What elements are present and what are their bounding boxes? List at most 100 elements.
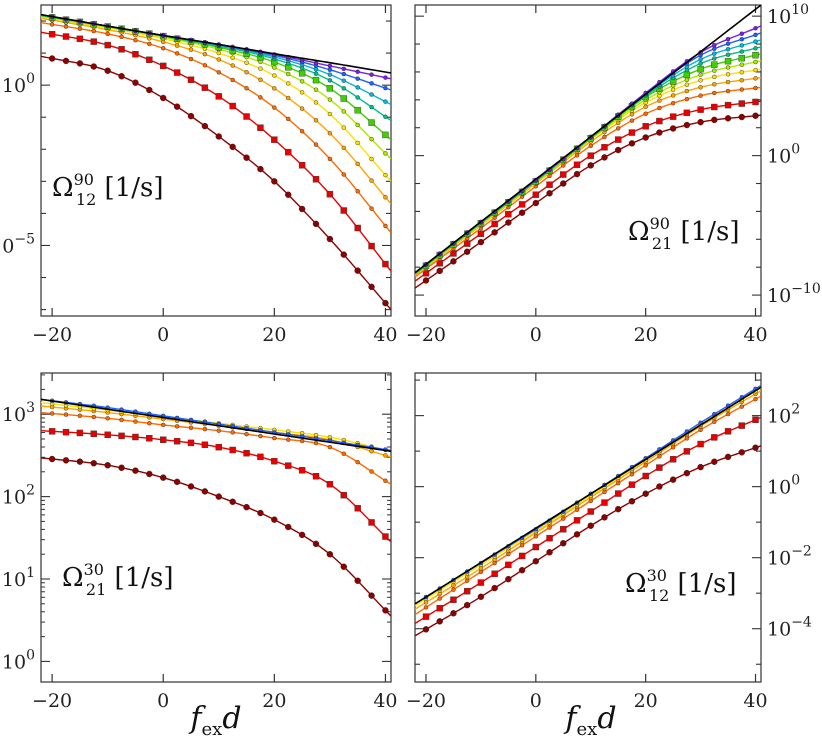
data-point — [697, 106, 704, 113]
series-line — [41, 398, 391, 452]
data-point — [230, 55, 235, 60]
data-point — [216, 428, 221, 433]
data-point — [669, 456, 677, 463]
data-point — [383, 195, 388, 200]
data-point — [257, 453, 264, 461]
data-point — [215, 443, 222, 451]
data-point — [243, 503, 250, 511]
data-point — [132, 467, 139, 474]
y-tick-label: 100 — [767, 142, 800, 168]
data-point — [132, 79, 139, 86]
data-point — [450, 596, 457, 603]
data-point — [752, 416, 759, 423]
data-point — [725, 88, 731, 94]
data-point — [62, 57, 70, 65]
data-point — [738, 113, 745, 121]
data-point — [725, 36, 731, 42]
data-point — [76, 458, 84, 465]
data-point — [105, 31, 110, 37]
data-point — [616, 126, 621, 131]
data-point — [91, 414, 96, 420]
data-point — [738, 54, 745, 62]
data-point — [327, 444, 333, 450]
data-point — [62, 33, 70, 40]
data-point — [560, 171, 567, 178]
data-point — [684, 96, 690, 102]
data-point — [354, 505, 361, 512]
data-point — [450, 610, 457, 617]
data-point — [202, 426, 208, 432]
data-point — [546, 190, 553, 197]
data-point — [383, 85, 388, 91]
data-point — [491, 584, 498, 592]
data-point — [340, 95, 347, 102]
data-point — [90, 63, 97, 70]
data-point — [587, 162, 594, 169]
data-point — [753, 59, 758, 65]
data-point — [368, 519, 375, 526]
data-point — [368, 592, 375, 599]
data-point — [573, 170, 581, 178]
data-point — [518, 201, 526, 208]
data-point — [173, 438, 181, 445]
data-point — [643, 111, 648, 116]
data-point — [698, 78, 703, 83]
data-point — [355, 189, 360, 194]
data-point — [76, 429, 84, 437]
data-point — [215, 133, 222, 140]
data-point — [739, 87, 744, 92]
data-point — [341, 125, 346, 130]
data-point — [299, 79, 305, 84]
data-point — [340, 207, 347, 214]
data-point — [711, 103, 718, 111]
data-point — [368, 242, 375, 250]
data-point — [76, 35, 84, 43]
x-tick-label: 20 — [634, 324, 658, 346]
data-point — [299, 90, 305, 95]
data-point — [341, 71, 346, 77]
data-point — [739, 43, 744, 48]
data-point — [369, 92, 374, 97]
data-point — [49, 411, 55, 416]
data-point — [298, 162, 306, 169]
x-tick-label: −20 — [406, 324, 446, 346]
data-point — [436, 604, 443, 612]
data-point — [560, 526, 567, 533]
data-point — [670, 100, 676, 106]
y-tick-label: 1010 — [767, 2, 809, 28]
data-point — [684, 88, 690, 94]
data-point — [683, 448, 691, 455]
data-point — [147, 421, 152, 426]
data-point — [382, 299, 389, 307]
x-tick-label: 40 — [373, 324, 397, 346]
data-point — [656, 464, 663, 471]
data-point — [712, 90, 717, 96]
plot-area — [41, 398, 391, 617]
data-point — [369, 136, 374, 142]
data-point — [738, 449, 745, 456]
x-tick-label: 40 — [373, 690, 397, 712]
panel-bottom-right: −20 0 20 40 102 100 10−2 10−4 Ω30 12 [1/s] — [406, 372, 812, 712]
data-point — [656, 483, 663, 490]
data-point — [588, 143, 593, 149]
data-point — [104, 462, 111, 469]
data-point — [313, 87, 319, 92]
data-point — [753, 32, 758, 38]
data-point — [62, 457, 70, 464]
x-tick-label: −20 — [406, 690, 446, 712]
data-point — [326, 551, 334, 558]
data-point — [258, 433, 263, 439]
data-point — [698, 93, 703, 98]
data-point — [271, 136, 278, 143]
data-point — [327, 67, 333, 72]
data-point — [243, 449, 250, 457]
data-point — [436, 267, 443, 275]
data-point — [48, 31, 56, 38]
data-point — [669, 476, 677, 483]
data-point — [697, 463, 704, 471]
data-point — [173, 103, 181, 110]
data-point — [753, 67, 758, 73]
data-point — [369, 206, 374, 211]
reference-line — [415, 5, 761, 274]
